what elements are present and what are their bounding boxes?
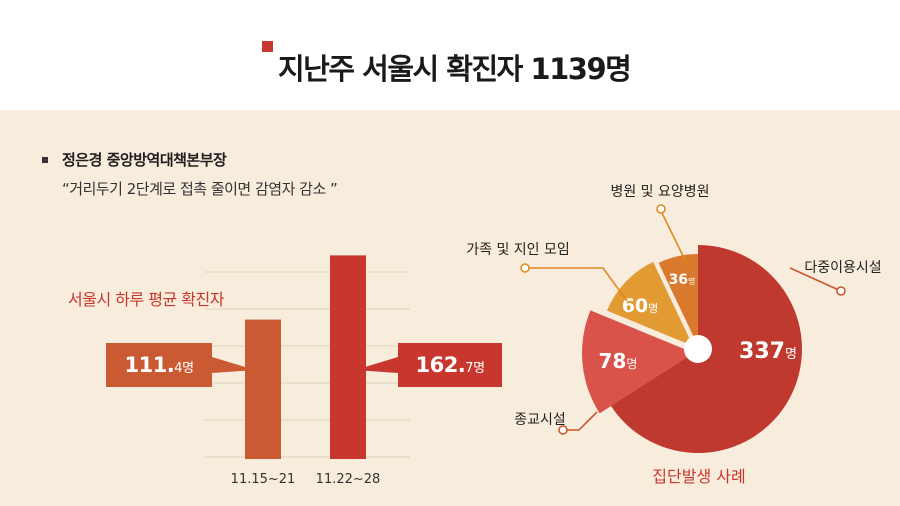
bar-value-decimal: 7명 [465,361,485,376]
pie-leader-line [660,210,687,263]
pie-category-label: 다중이용시설 [804,260,881,276]
header-band [0,0,900,110]
pie-value-number: 78 [599,349,627,373]
speaker-name: 정은경 중앙방역대책본부장 [62,151,227,169]
pie-slice [658,254,698,346]
pie-leader-line [789,267,842,292]
pie-value-label: 78명 [599,349,638,373]
pie-value-number: 337 [739,339,785,364]
pie-value-label: 36명 [669,272,696,288]
pie-value-unit: 명 [648,302,658,315]
pie-value-unit: 명 [688,276,695,286]
bar-value-main: 162. [415,353,466,377]
pie-category-label: 가족 및 지인 모임 [466,242,570,258]
quote-text: “거리두기 2단계로 접촉 줄이면 감염자 감소 ” [62,180,338,198]
pie-value-unit: 명 [626,357,637,371]
pie-category-label: 병원 및 요양병원 [610,184,709,200]
value-callout-pointer [212,357,255,373]
pie-slice [582,310,694,414]
pie-leader-line [565,411,598,431]
pie-center-hole [684,335,712,363]
x-tick-label: 11.15~21 [231,472,296,487]
pie-slice [606,261,693,346]
pie-category-label: 종교시설 [514,412,566,428]
pie-leader-dot [520,263,530,273]
value-callout-box [398,343,502,387]
pie-leader-dot [836,286,846,296]
pie-value-number: 60 [622,295,648,317]
pie-leader-line [527,267,628,302]
pie-value-number: 36 [669,272,688,288]
bar-value-label: 162.7명 [398,343,502,387]
bar-value-decimal: 4명 [174,361,194,376]
value-callout-box [106,343,212,387]
bar [245,319,281,459]
pie-value-unit: 명 [785,347,797,362]
pie-leader-dot [558,425,568,435]
bullet-icon [42,157,48,163]
title-marker [262,41,273,52]
x-tick-label: 11.22~28 [316,472,381,487]
page-title: 지난주 서울시 확진자 1139명 [278,52,632,86]
bar [330,255,366,459]
bar-value-main: 111. [124,353,175,377]
bar-chart-title: 서울시 하루 평균 확진자 [68,290,224,309]
pie-value-label: 60명 [622,295,659,317]
pie-leader-dot [656,204,666,214]
pie-value-label: 337명 [739,339,797,364]
value-callout-pointer [355,357,398,373]
pie-chart-title: 집단발생 사례 [652,467,745,486]
bar-value-label: 111.4명 [106,343,212,387]
